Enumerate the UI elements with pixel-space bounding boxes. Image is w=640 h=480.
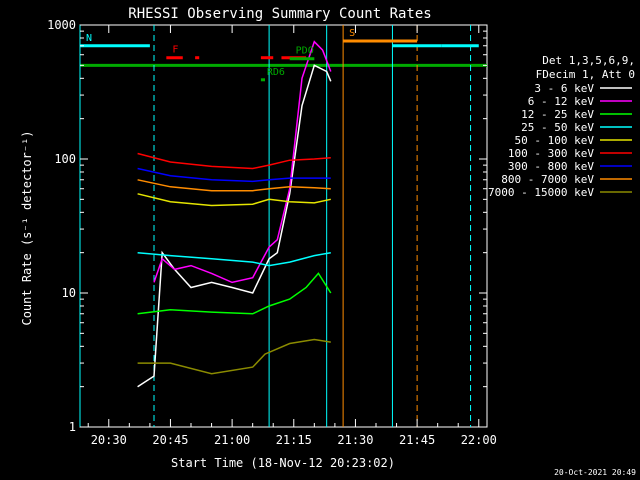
chart-title: RHESSI Observing Summary Count Rates (128, 6, 431, 22)
series-line-3-6-kev (137, 64, 332, 388)
annotation-label-s: S (349, 28, 355, 39)
legend-header-line-2: FDecim 1, Att 0 (536, 68, 635, 81)
legend: Det 1,3,5,6,9, FDecim 1, Att 0 3 - 6 keV… (488, 54, 635, 199)
y-tick-label-1000: 1000 (47, 18, 76, 32)
x-tick-label-21-45: 21:45 (399, 433, 435, 447)
x-axis-label: Start Time (18-Nov-12 20:23:02) (171, 456, 395, 470)
y-axis-label: Count Rate (s⁻¹ detector⁻¹) (20, 130, 34, 325)
vertical-marker-layer (79, 25, 472, 427)
series-line-6-12-kev (153, 40, 332, 284)
annotation-label-rd6: RD6 (267, 67, 285, 78)
annotation-label-pdo: PDO (296, 46, 314, 57)
x-tick-label-21-00: 21:00 (214, 433, 250, 447)
x-tick-label-22-00: 22:00 (461, 433, 497, 447)
series-line-12-25-kev (137, 272, 332, 315)
series-line-7000-15000-kev (137, 338, 331, 375)
series-line-50-100-kev (137, 193, 331, 207)
legend-label-300-800-kev: 300 - 800 keV (508, 160, 594, 173)
x-tick-label-21-15: 21:15 (276, 433, 312, 447)
series-line-300-800-kev (137, 167, 331, 183)
footer-date: 20-Oct-2021 20:49 (554, 468, 636, 477)
legend-label-6-12-kev: 6 - 12 keV (528, 95, 595, 108)
legend-label-3-6-kev: 3 - 6 keV (534, 82, 594, 95)
legend-label-12-25-kev: 12 - 25 keV (521, 108, 594, 121)
legend-label-100-300-kev: 100 - 300 keV (508, 147, 594, 160)
y-tick-label-10: 10 (62, 286, 76, 300)
axis-layer: 20:30 20:45 21:00 21:15 21:30 21:45 22:00 1 10 10… (47, 18, 497, 447)
legend-label-7000-15000-kev: 7000 - 15000 keV (488, 186, 594, 199)
x-tick-label-20-30: 20:30 (91, 433, 127, 447)
legend-header-line-1: Det 1,3,5,6,9, (542, 54, 635, 67)
legend-label-50-100-kev: 50 - 100 keV (515, 134, 595, 147)
x-tick-label-21-30: 21:30 (337, 433, 373, 447)
y-tick-label-100: 100 (54, 152, 76, 166)
series-layer (137, 40, 332, 388)
series-line-100-300-kev (137, 152, 331, 170)
annotation-label-f: F (172, 45, 178, 56)
series-line-800-7000-kev (137, 179, 331, 192)
legend-label-800-7000-kev: 800 - 7000 keV (501, 173, 594, 186)
annotation-label-n: N (86, 33, 92, 44)
y-tick-label-1: 1 (69, 420, 76, 434)
annotation-layer: N F S PDO RD6 (80, 28, 479, 82)
legend-label-25-50-kev: 25 - 50 keV (521, 121, 594, 134)
series-line-25-50-kev (137, 251, 331, 267)
x-tick-label-20-45: 20:45 (152, 433, 188, 447)
